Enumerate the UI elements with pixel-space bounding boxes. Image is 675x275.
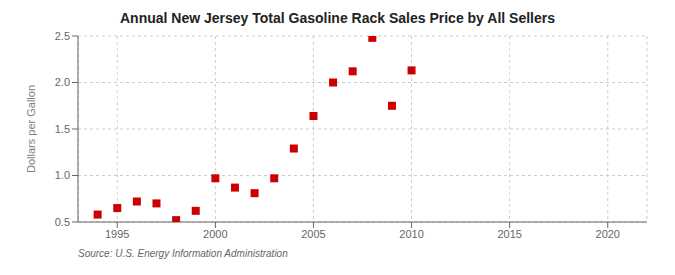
svg-text:2.5: 2.5 <box>55 30 70 42</box>
svg-text:2005: 2005 <box>301 228 325 240</box>
svg-text:2015: 2015 <box>497 228 521 240</box>
svg-text:1.0: 1.0 <box>55 169 70 181</box>
html-text:Annual New Jersey Total Gasoli: Annual New Jersey Total Gasoline Rack Sa… <box>120 10 555 26</box>
svg-text:2.0: 2.0 <box>55 76 70 88</box>
svg-text:1995: 1995 <box>105 228 129 240</box>
svg-text:2010: 2010 <box>399 228 423 240</box>
svg-text:Dollars per Gallon: Dollars per Gallon <box>25 85 37 173</box>
svg-text:2000: 2000 <box>203 228 227 240</box>
svg-text:2020: 2020 <box>596 228 620 240</box>
svg-text:1.5: 1.5 <box>55 123 70 135</box>
html-text:Source: U.S. Energy Informatio: Source: U.S. Energy Information Administ… <box>78 248 288 259</box>
svg-text:0.5: 0.5 <box>55 216 70 228</box>
